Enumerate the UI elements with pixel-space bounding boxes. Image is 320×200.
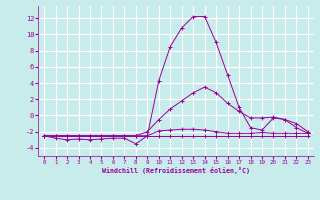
X-axis label: Windchill (Refroidissement éolien,°C): Windchill (Refroidissement éolien,°C) [102, 167, 250, 174]
